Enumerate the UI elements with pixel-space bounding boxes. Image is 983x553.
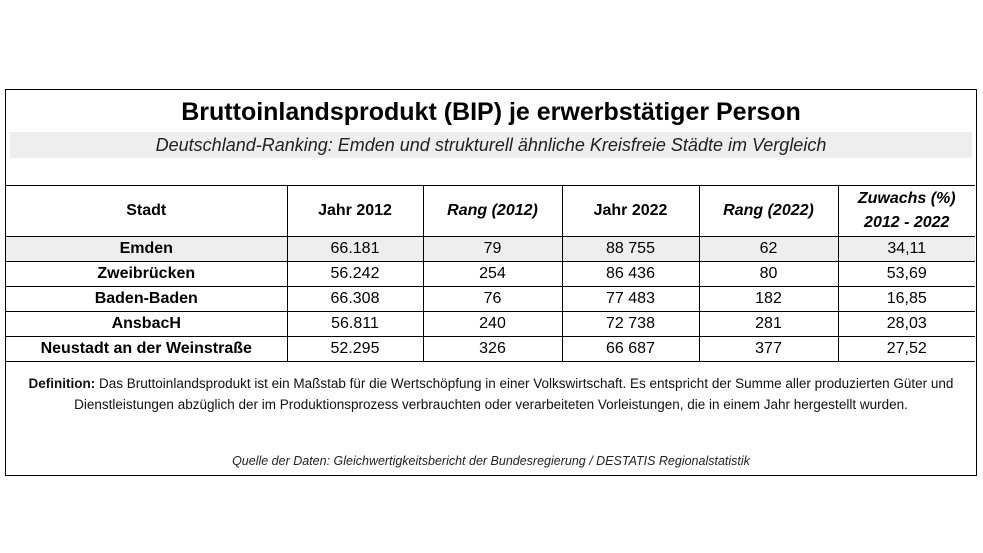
cell-jahr-2012: 56.811 bbox=[286, 311, 424, 337]
cell-zuwachs: 16,85 bbox=[837, 286, 975, 312]
cell-rang-2022: 377 bbox=[698, 336, 839, 362]
table-row: Neustadt an der Weinstraße 52.295 326 66… bbox=[6, 336, 975, 362]
cell-stadt: Baden-Baden bbox=[6, 286, 288, 312]
definition-label: Definition: bbox=[28, 376, 96, 391]
page-title: Bruttoinlandsprodukt (BIP) je erwerbstät… bbox=[181, 98, 801, 126]
cell-jahr-2022: 88 755 bbox=[561, 236, 700, 262]
header-jahr-2022: Jahr 2022 bbox=[561, 185, 700, 237]
definition-body: Das Bruttoinlandsprodukt ist ein Maßstab… bbox=[74, 376, 954, 412]
cell-stadt: Neustadt an der Weinstraße bbox=[6, 336, 288, 362]
cell-jahr-2012: 66.181 bbox=[286, 236, 424, 262]
source-note: Quelle der Daten: Gleichwertigkeitsberic… bbox=[232, 454, 750, 468]
header-zuwachs-line1: Zuwachs (%) bbox=[857, 190, 956, 207]
cell-jahr-2012: 66.308 bbox=[286, 286, 424, 312]
table-row: Baden-Baden 66.308 76 77 483 182 16,85 bbox=[6, 286, 975, 312]
cell-rang-2022: 62 bbox=[698, 236, 839, 262]
table-row: AnsbacH 56.811 240 72 738 281 28,03 bbox=[6, 311, 975, 337]
cell-jahr-2022: 66 687 bbox=[561, 336, 700, 362]
cell-zuwachs: 28,03 bbox=[837, 311, 975, 337]
cell-rang-2012: 326 bbox=[422, 336, 563, 362]
definition-text: Definition: Das Bruttoinlandsprodukt ist… bbox=[16, 373, 966, 415]
cell-rang-2022: 281 bbox=[698, 311, 839, 337]
cell-rang-2012: 76 bbox=[422, 286, 563, 312]
cell-stadt: Emden bbox=[6, 236, 288, 262]
cell-jahr-2012: 56.242 bbox=[286, 261, 424, 287]
cell-zuwachs: 53,69 bbox=[837, 261, 975, 287]
header-zuwachs: Zuwachs (%) 2012 - 2022 bbox=[837, 185, 975, 237]
cell-rang-2022: 80 bbox=[698, 261, 839, 287]
header-zuwachs-line2: 2012 - 2022 bbox=[864, 214, 950, 231]
page-subtitle: Deutschland-Ranking: Emden und strukture… bbox=[10, 132, 972, 158]
report-frame: Bruttoinlandsprodukt (BIP) je erwerbstät… bbox=[5, 89, 977, 476]
cell-jahr-2022: 77 483 bbox=[561, 286, 700, 312]
header-stadt: Stadt bbox=[6, 185, 288, 237]
cell-rang-2012: 240 bbox=[422, 311, 563, 337]
cell-rang-2012: 254 bbox=[422, 261, 563, 287]
header-jahr-2012: Jahr 2012 bbox=[286, 185, 424, 237]
cell-jahr-2022: 72 738 bbox=[561, 311, 700, 337]
cell-jahr-2012: 52.295 bbox=[286, 336, 424, 362]
cell-zuwachs: 34,11 bbox=[837, 236, 975, 262]
cell-stadt: AnsbacH bbox=[6, 311, 288, 337]
cell-jahr-2022: 86 436 bbox=[561, 261, 700, 287]
table-header-row: Stadt Jahr 2012 Rang (2012) Jahr 2022 Ra… bbox=[6, 185, 975, 237]
header-rang-2022: Rang (2022) bbox=[698, 185, 839, 237]
cell-zuwachs: 27,52 bbox=[837, 336, 975, 362]
header-rang-2012: Rang (2012) bbox=[422, 185, 563, 237]
table-row: Emden 66.181 79 88 755 62 34,11 bbox=[6, 236, 975, 262]
cell-rang-2012: 79 bbox=[422, 236, 563, 262]
gdp-ranking-table: Stadt Jahr 2012 Rang (2012) Jahr 2022 Ra… bbox=[6, 185, 975, 362]
table-row: Zweibrücken 56.242 254 86 436 80 53,69 bbox=[6, 261, 975, 287]
cell-rang-2022: 182 bbox=[698, 286, 839, 312]
cell-stadt: Zweibrücken bbox=[6, 261, 288, 287]
